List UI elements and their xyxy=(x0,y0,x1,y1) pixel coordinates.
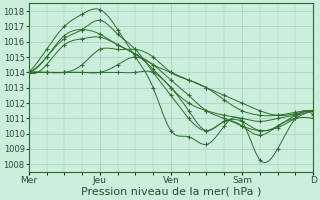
X-axis label: Pression niveau de la mer( hPa ): Pression niveau de la mer( hPa ) xyxy=(81,187,261,197)
